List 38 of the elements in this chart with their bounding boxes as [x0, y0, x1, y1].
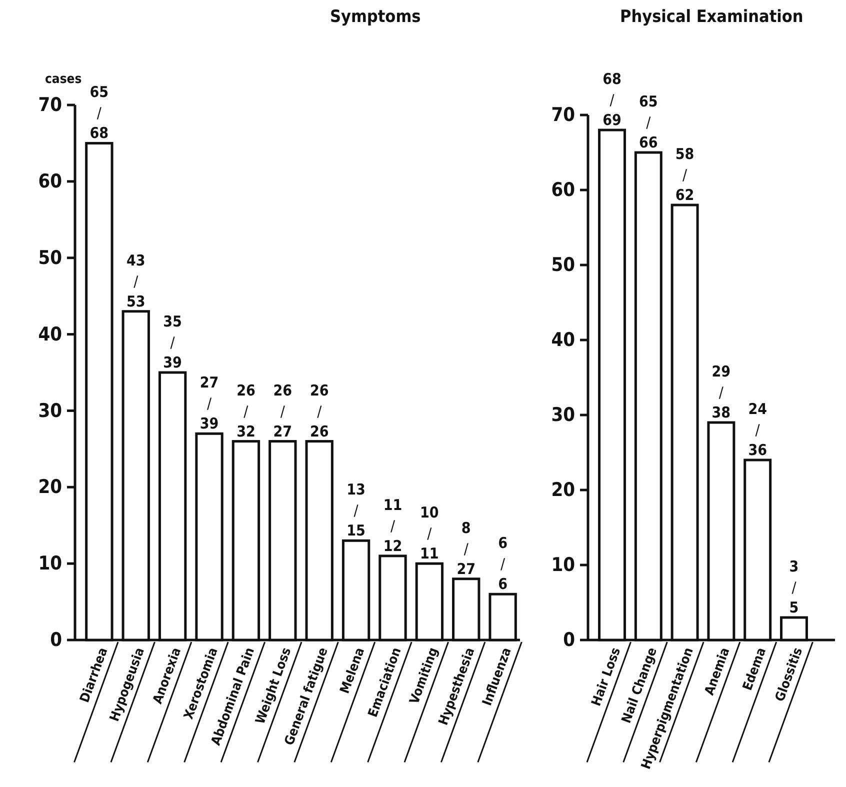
annotation: 58/62 [675, 145, 694, 204]
y-tick-label: 0 [50, 629, 62, 652]
y-tick-label: 70 [551, 104, 576, 126]
annotation: 65/66 [639, 92, 658, 152]
y-tick-label: 30 [38, 400, 62, 422]
y-tick-label: 50 [38, 246, 62, 269]
annotation: 6/6 [498, 534, 508, 594]
y-tick-label: 20 [38, 476, 62, 498]
annotation: 43/53 [126, 251, 146, 310]
y-tick-label: 40 [38, 323, 62, 346]
annotation: 26/27 [273, 381, 292, 440]
annotation: 10/11 [420, 504, 439, 563]
annotation: 35/39 [163, 312, 182, 372]
annotation: 13/15 [346, 480, 366, 540]
y-tick-label: 60 [38, 170, 62, 193]
y-tick-label: 60 [551, 179, 576, 202]
y-tick-label: 50 [551, 254, 576, 276]
y-tick-label: 0 [563, 629, 576, 652]
annotation: 26/32 [236, 381, 256, 440]
annotation: 8/27 [456, 518, 476, 578]
y-tick-label: 40 [551, 329, 576, 352]
chart-title: Symptoms [330, 7, 421, 27]
chart-title: Physical Examination [620, 7, 804, 27]
y-axis-title: cases [45, 72, 82, 87]
y-tick-label: 20 [551, 479, 576, 502]
y-tick-label: 30 [551, 404, 576, 426]
y-tick-label: 70 [38, 94, 62, 116]
annotation: 65/68 [90, 83, 109, 142]
annotation: 27/39 [200, 374, 219, 433]
annotation: 68/69 [602, 70, 622, 129]
annotation: 29/38 [712, 362, 731, 422]
annotation: 24/36 [748, 400, 767, 459]
x-tick-label: Hair Loss [589, 646, 624, 708]
annotation: 11/12 [383, 496, 402, 555]
annotation: 26/26 [310, 381, 329, 440]
annotation: 3/5 [789, 558, 799, 616]
y-tick-label: 10 [551, 554, 576, 576]
y-tick-label: 10 [38, 552, 62, 575]
